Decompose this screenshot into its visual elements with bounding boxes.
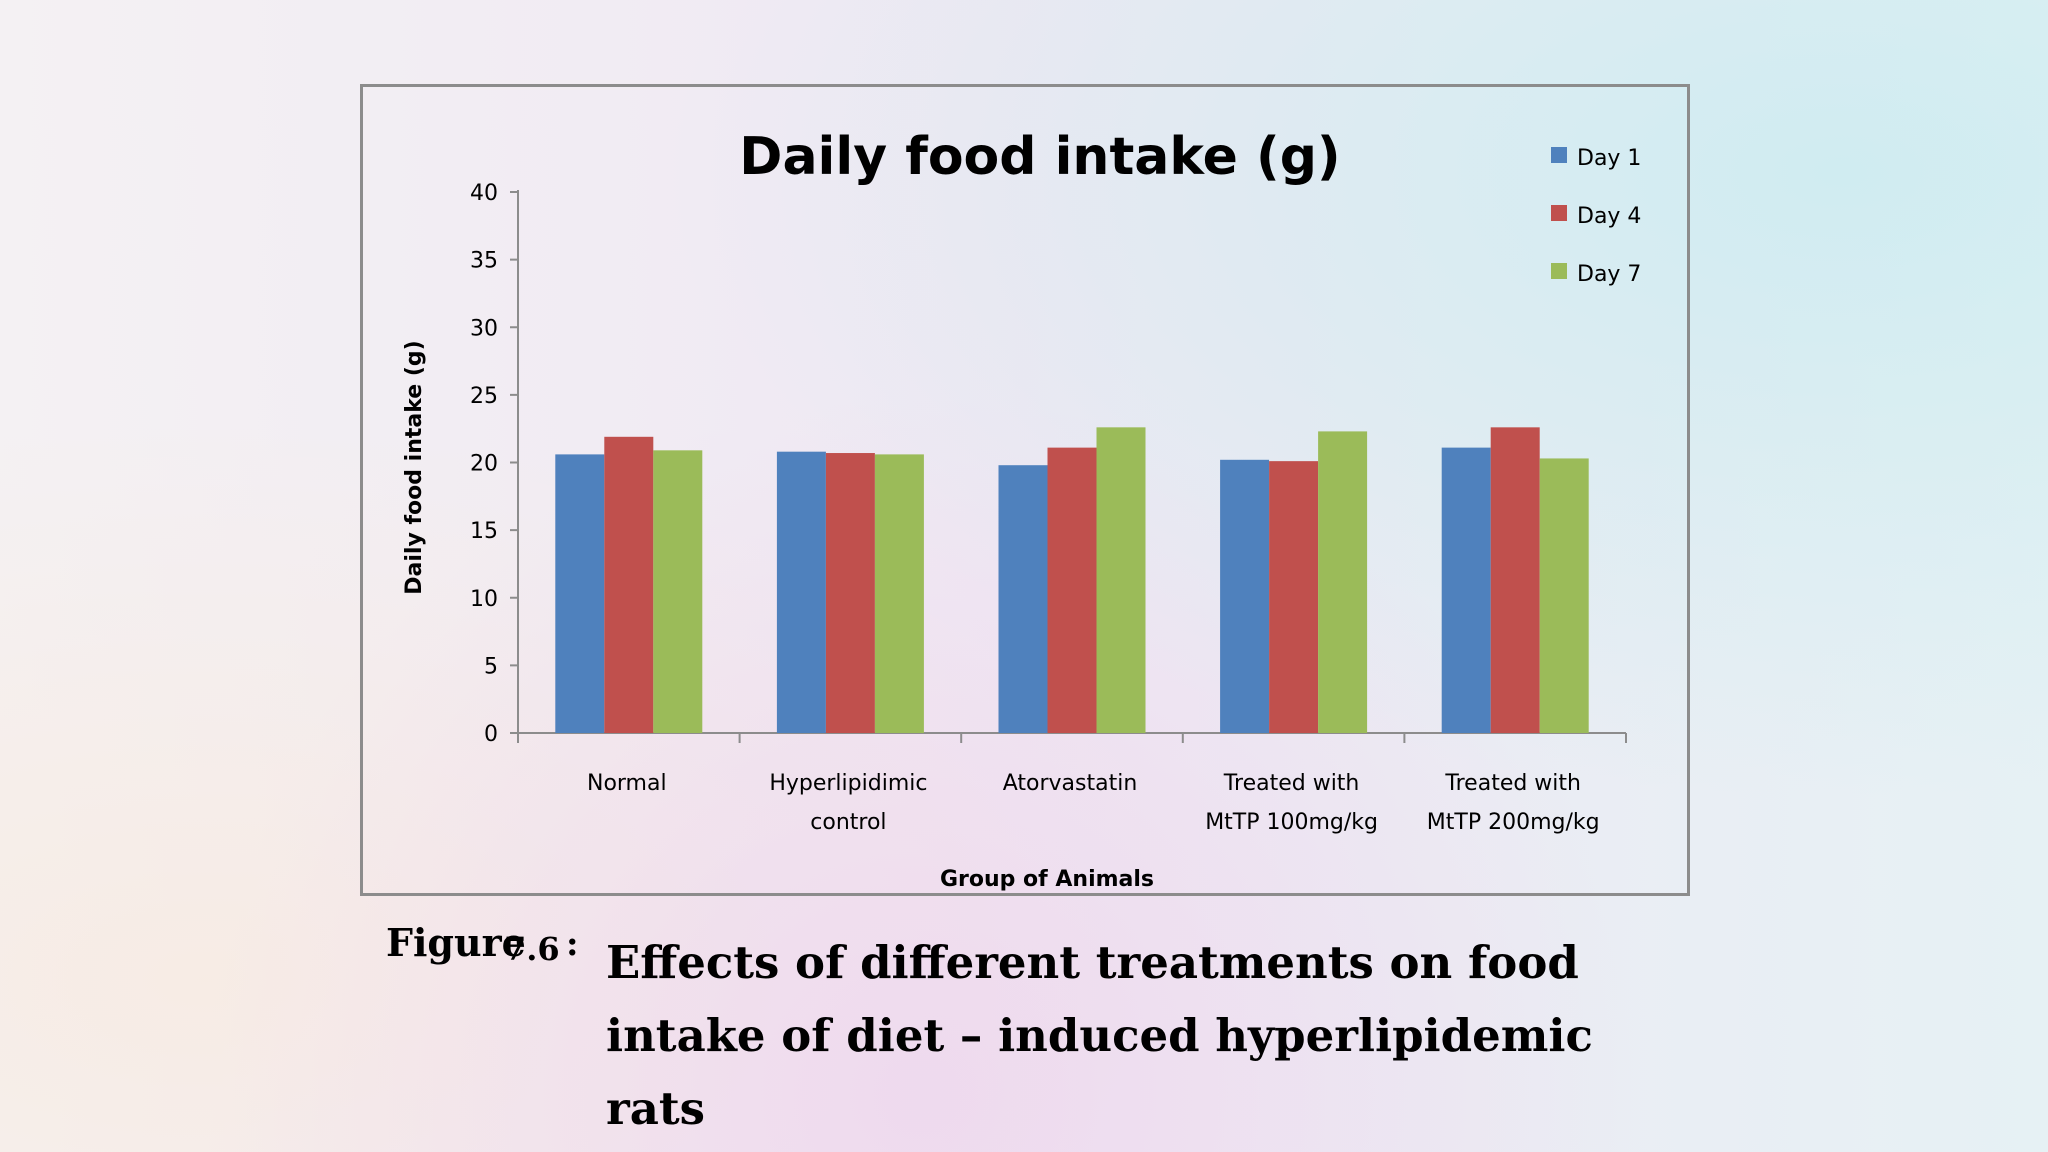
figure-caption-number: 7.6 xyxy=(504,930,560,968)
chart-title: Daily food intake (g) xyxy=(739,127,1340,187)
y-tick-label: 35 xyxy=(470,249,498,274)
y-tick-label: 15 xyxy=(470,519,498,544)
x-category-label: Treated with xyxy=(1444,771,1581,796)
y-tick-label: 5 xyxy=(484,654,498,679)
x-axis-title: Group of Animals xyxy=(940,867,1154,892)
legend-swatch xyxy=(1551,147,1567,163)
bar-chart: Daily food intake (g) 0 5 10 15 20 25 30 35 40 Nor… xyxy=(402,127,1641,892)
chart-frame: Daily food intake (g) 0 5 10 15 20 25 30 35 40 Nor… xyxy=(360,84,1690,896)
bar-day-4 xyxy=(1047,447,1097,733)
legend-swatch xyxy=(1551,263,1567,279)
figure-caption-label: Figure xyxy=(386,920,526,965)
bar-day-4 xyxy=(604,436,654,733)
x-category-label: Treated with xyxy=(1223,771,1360,796)
bar-day-1 xyxy=(1441,447,1491,733)
figure-caption-text: Effects of different treatments on food … xyxy=(606,936,1593,1135)
bar-day-7 xyxy=(874,454,924,733)
bar-day-1 xyxy=(776,451,826,733)
bar-day-7 xyxy=(1096,427,1146,733)
y-tick-label: 40 xyxy=(470,181,498,206)
x-category-label: Hyperlipidimic xyxy=(769,771,927,796)
y-tick-label: 10 xyxy=(470,587,498,612)
bar-day-1 xyxy=(998,465,1048,733)
bar-day-4 xyxy=(1269,461,1319,733)
legend-label: Day 1 xyxy=(1577,146,1641,171)
bar-day-1 xyxy=(555,454,605,733)
legend-swatch xyxy=(1551,205,1567,221)
figure-caption-colon: : xyxy=(566,924,579,964)
bar-day-4 xyxy=(825,453,875,733)
y-tick-label: 0 xyxy=(484,722,498,747)
x-category-label: MtTP 200mg/kg xyxy=(1427,810,1600,835)
bar-day-7 xyxy=(1318,431,1368,733)
y-axis-title: Daily food intake (g) xyxy=(402,340,427,594)
x-category-label: Atorvastatin xyxy=(1003,771,1138,796)
bar-day-7 xyxy=(653,450,703,733)
legend-label: Day 4 xyxy=(1577,204,1641,229)
x-category-label: control xyxy=(810,810,886,835)
legend-label: Day 7 xyxy=(1577,262,1641,287)
x-category-label: MtTP 100mg/kg xyxy=(1205,810,1378,835)
x-category-label: Normal xyxy=(587,771,667,796)
y-tick-label: 20 xyxy=(470,452,498,477)
y-tick-label: 30 xyxy=(470,316,498,341)
y-tick-label: 25 xyxy=(470,384,498,409)
bar-day-4 xyxy=(1490,427,1540,733)
bar-day-7 xyxy=(1539,458,1589,733)
bar-day-1 xyxy=(1220,459,1270,733)
